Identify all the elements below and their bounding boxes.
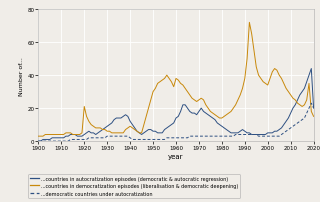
Y-axis label: Number of...: Number of...	[20, 56, 24, 95]
X-axis label: year: year	[168, 153, 184, 159]
Legend: ...countries in autocratization episodes (democratic & autocratic regression), .: ...countries in autocratization episodes…	[28, 174, 240, 198]
